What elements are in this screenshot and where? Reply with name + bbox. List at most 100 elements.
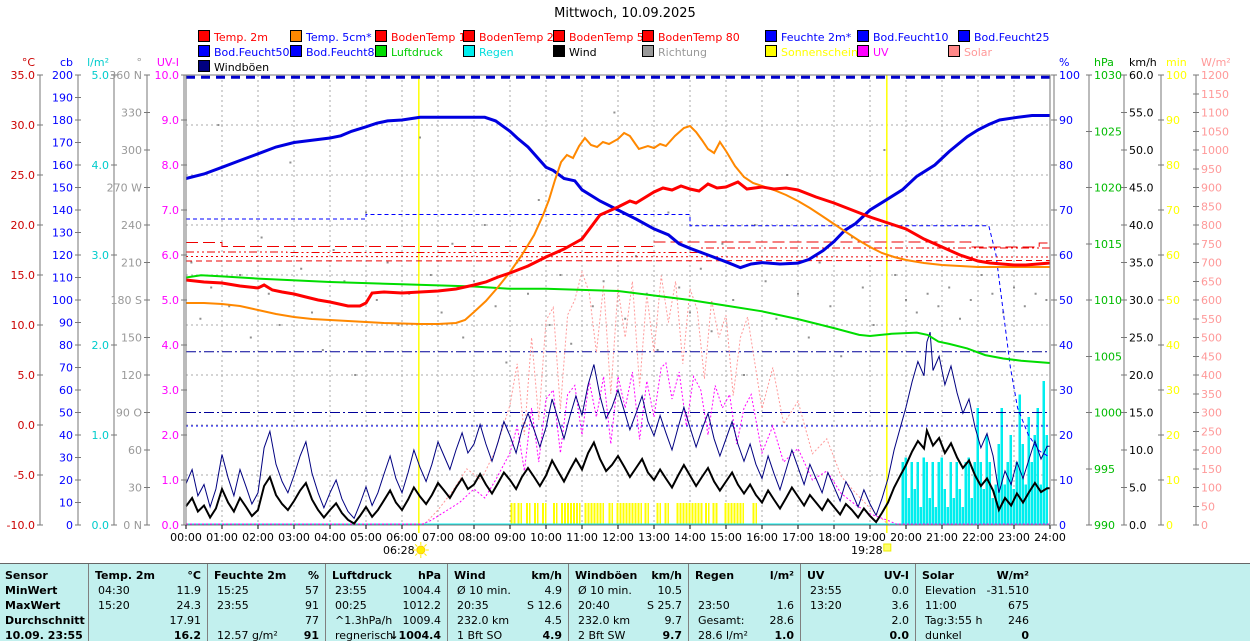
legend-item-bodentemp-80[interactable]: BodenTemp 80 — [642, 30, 740, 44]
legend-item-bodentemp-50[interactable]: BodenTemp 50 — [553, 30, 651, 44]
legend-label: Wind — [569, 46, 597, 59]
richtung-dot — [527, 292, 529, 295]
richtung-dot — [321, 349, 324, 351]
legend-item-uv[interactable]: UV — [857, 45, 889, 59]
legend-item-bod-feucht50[interactable]: Bod.Feucht50 — [198, 45, 290, 59]
axis-left-°C-label: 35.0 — [11, 69, 36, 82]
legend-item-temp-5cm-[interactable]: Temp. 5cm* — [290, 30, 372, 44]
axis-left-cb-label: 70 — [59, 362, 73, 375]
richtung-dot — [451, 242, 454, 245]
x-tick-label: 00:00 — [170, 531, 202, 544]
axis-right-W/m²-label: 400 — [1201, 369, 1222, 382]
rain-bar — [997, 444, 1000, 525]
table-header-name: Feuchte 2m — [214, 569, 287, 582]
table-header-name: Wind — [454, 569, 486, 582]
richtung-dot — [602, 280, 605, 283]
axis-left-°C-label: 5.0 — [18, 369, 36, 382]
sunshine-bar — [742, 503, 745, 525]
rain-bar — [979, 462, 982, 525]
sunshine-bar — [704, 503, 707, 525]
legend-item-bodentemp-10[interactable]: BodenTemp 10 — [375, 30, 473, 44]
axis-right-km/h-label: 25.0 — [1129, 332, 1154, 345]
legend-color-swatch — [553, 30, 565, 42]
table-cell-value: 1012.2 — [402, 599, 442, 612]
x-tick-label: 13:00 — [638, 531, 670, 544]
axis-right-W/m²-label: 800 — [1201, 219, 1222, 232]
rain-bar — [1009, 435, 1013, 525]
rain-bar — [1027, 417, 1031, 525]
richtung-dot — [365, 211, 367, 214]
table-header-unit: % — [307, 569, 319, 582]
axis-left-°-label: 30 — [128, 482, 142, 495]
axis-left-cb-label: 40 — [59, 429, 73, 442]
rain-bar — [967, 457, 970, 525]
axis-left-°C-label: 25.0 — [11, 169, 36, 182]
legend-item-regen[interactable]: Regen — [463, 45, 514, 59]
sunrise-icon-ray — [423, 553, 427, 557]
axis-left-l/m²-label: 1.0 — [92, 429, 110, 442]
x-tick-label: 15:00 — [710, 531, 742, 544]
sunset-label: 19:28 — [851, 544, 883, 557]
table-header-unit: l/m² — [769, 569, 794, 582]
x-tick-label: 10:00 — [530, 531, 562, 544]
axis-right-km/h-label: 10.0 — [1129, 444, 1154, 457]
sunshine-bar — [659, 503, 662, 525]
table-cell-value: 1.6 — [776, 599, 795, 612]
richtung-dot — [591, 305, 594, 308]
axis-right-min-label: 90 — [1166, 114, 1180, 127]
legend-item-temp-2m[interactable]: Temp. 2m — [198, 30, 268, 44]
rain-bar — [964, 462, 968, 525]
legend-item-richtung[interactable]: Richtung — [642, 45, 707, 59]
legend-label: Bod.Feucht10 — [873, 31, 949, 44]
legend-item-bod-feucht80[interactable]: Bod.Feucht80 — [290, 45, 382, 59]
sunshine-bar — [752, 503, 755, 525]
axis-left-°C-label: 30.0 — [11, 119, 36, 132]
axis-right-%-label: 50 — [1059, 294, 1073, 307]
legend-color-swatch — [642, 45, 654, 57]
axis-right-min-label: 60 — [1166, 249, 1180, 262]
axis-left-UV-I-label: 0.0 — [162, 519, 180, 532]
table-cell-value: 3.6 — [891, 599, 910, 612]
legend-item-windb-en[interactable]: Windböen — [198, 60, 269, 74]
sunshine-bar — [640, 503, 643, 525]
table-cell-detail: 23:55 — [217, 599, 249, 612]
table-cell-detail: 232.0 km — [457, 614, 510, 627]
legend-item-bod-feucht10[interactable]: Bod.Feucht10 — [857, 30, 949, 44]
rain-bar — [1000, 408, 1004, 525]
legend-color-swatch — [463, 30, 475, 42]
axis-left-cb-label: 90 — [59, 317, 73, 330]
sunshine-bar — [513, 503, 516, 525]
richtung-dot — [440, 311, 443, 314]
axis-right-min-label: 10 — [1166, 474, 1180, 487]
table-cell-detail: Tag:3:55 h — [925, 614, 983, 627]
rain-bar — [931, 462, 934, 525]
table-cell-value: 10.5 — [657, 584, 683, 597]
legend-color-swatch — [553, 45, 565, 57]
legend-item-solar[interactable]: Solar — [948, 45, 992, 59]
rain-bar — [910, 462, 914, 525]
legend-item-sonnenschein[interactable]: Sonnenschein — [765, 45, 858, 59]
axis-right-W/m²-label: 650 — [1201, 275, 1222, 288]
legend-color-swatch — [463, 45, 475, 57]
legend-item-bod-feucht25[interactable]: Bod.Feucht25 — [958, 30, 1050, 44]
sunshine-bar — [691, 503, 694, 525]
table-cell-detail: 1 Bft SO — [457, 629, 503, 641]
axis-left-cb-label: 30 — [59, 452, 73, 465]
legend-item-wind[interactable]: Wind — [553, 45, 597, 59]
axis-left-°-label: 210 — [121, 257, 142, 270]
richtung-dot — [494, 305, 497, 308]
legend-item-luftdruck[interactable]: Luftdruck — [375, 45, 443, 59]
rain-bar — [961, 507, 964, 525]
axis-right-%-label: 70 — [1059, 204, 1073, 217]
x-tick-label: 08:00 — [458, 531, 490, 544]
table-cell-value: 24.3 — [176, 599, 202, 612]
legend-item-feuchte-2m-[interactable]: Feuchte 2m* — [765, 30, 851, 44]
legend-item-bodentemp-25[interactable]: BodenTemp 25 — [463, 30, 561, 44]
axis-right-W/m²-label: 550 — [1201, 313, 1222, 326]
richtung-dot — [969, 299, 972, 301]
sunshine-bar — [560, 503, 563, 525]
axis-left-cb-label: 0 — [66, 519, 73, 532]
x-tick-label: 03:00 — [278, 531, 310, 544]
richtung-dot — [613, 111, 616, 114]
axis-right-%-label: 60 — [1059, 249, 1073, 262]
